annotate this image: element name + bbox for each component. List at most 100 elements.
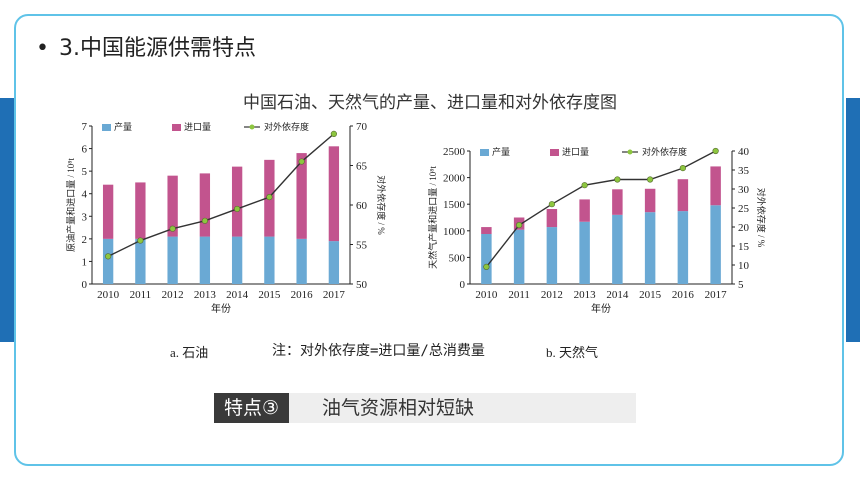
feature-tag: 特点③ [214,393,290,423]
oil-dependency-point [298,158,305,165]
slide-card [14,14,844,466]
gas-y-tick-label: 1500 [443,199,466,211]
gas-dependency-point [581,182,588,189]
gas-bar-production [579,221,590,284]
slide-heading: • 3.中国能源供需特点 [36,30,256,62]
gas-bar-import [612,189,623,215]
gas-bar-import [481,227,492,234]
oil-dependency-point [234,205,241,213]
gas-y2-tick-label: 40 [738,146,750,158]
oil-legend-import: 进口量 [184,122,211,132]
oil-x-tick-label: 2014 [226,289,249,301]
gas-y-tick-label: 1000 [443,226,466,238]
figure-title: 中国石油、天然气的产量、进口量和对外依存度图 [243,93,617,113]
gas-y-tick-label: 500 [449,252,466,264]
oil-x-axis-title: 年份 [211,302,231,315]
gas-x-tick-label: 2012 [541,289,563,301]
oil-y2-tick-label: 65 [356,161,368,173]
oil-x-tick-label: 2010 [97,289,120,301]
gas-y-axis-title: 天然气产量和进口量 / 10⁸t [427,166,438,269]
left-accent-band [0,98,14,342]
oil-dependency-line [107,133,335,257]
gas-y2-axis-title: 对外依存度 / % [756,188,767,248]
oil-bar-import [296,153,307,239]
oil-x-tick-label: 2016 [291,289,314,301]
gas-x-tick-label: 2014 [606,289,629,301]
oil-y-tick-label: 3 [82,211,88,223]
oil-y-tick-label: 5 [82,166,88,178]
gas-dependency-line [485,150,716,268]
oil-y-tick-label: 4 [82,189,88,201]
gas-y-tick-label: 2000 [443,173,466,185]
oil-dependency-point [201,217,208,224]
gas-bar-production [481,233,492,284]
oil-legend-production: 产量 [114,121,132,132]
oil-x-tick-label: 2012 [162,289,184,301]
gas-legend-import: 进口量 [562,147,589,157]
oil-y-axis-title: 原油产量和进口量 / 10⁸t [65,158,76,252]
gas-dependency-point [647,176,654,183]
oil-bar-production [328,241,340,284]
gas-dependency-point [516,221,523,229]
gas-legend-swatch-import [550,149,559,156]
oil-y-tick-label: 0 [82,279,88,291]
gas-bar-production [677,211,689,284]
oil-y-tick-label: 6 [82,144,88,156]
oil-y-tick-label: 7 [82,121,88,133]
oil-dependency-point [330,130,337,138]
oil-x-tick-label: 2015 [258,289,281,301]
gas-dependency-point [679,165,686,172]
gas-x-tick-label: 2010 [475,289,498,301]
gas-y-tick-label: 0 [460,279,466,291]
gas-dependency-point [614,176,621,183]
gas-dependency-point [548,201,555,208]
oil-bar-production [231,236,243,284]
gas-y2-tick-label: 30 [738,184,750,196]
gas-bar-production [644,212,656,284]
gas-legend-production: 产量 [492,146,510,157]
oil-bar-import [199,173,211,237]
oil-chart: 0 1 2 3 4 5 6 7 50 55 60 65 70 2010 2011 2012 2013 2014 20… [65,121,387,315]
oil-y2-tick-label: 55 [356,240,368,252]
feature-text: 油气资源相对短缺 [322,397,475,419]
gas-bar-import [677,179,689,212]
oil-y-tick-label: 2 [82,234,88,246]
oil-bar-import [328,146,340,242]
gas-legend-dependency: 对外依存度 [642,146,687,157]
oil-y2-axis-title: 对外依存度 / % [376,175,387,235]
right-accent-band [846,98,860,342]
oil-y2-tick-label: 60 [356,200,368,212]
oil-dependency-point [105,253,112,260]
oil-legend-dependency: 对外依存度 [264,121,309,132]
gas-bar-import [546,208,558,228]
gas-dependency-point [483,263,490,270]
oil-legend-swatch-production [102,124,111,131]
gas-y2-tick-label: 5 [738,279,744,291]
oil-bar-production [102,238,114,284]
gas-dependency-point [712,147,719,155]
oil-legend-swatch-import [172,124,181,131]
gas-legend-swatch-production [480,149,489,156]
gas-x-tick-label: 2015 [639,289,662,301]
gas-y2-tick-label: 35 [738,165,750,177]
oil-bar-import [167,175,178,237]
oil-bar-production [296,238,307,284]
gas-bar-production [612,214,623,284]
gas-y2-tick-label: 15 [738,241,750,253]
dependency-note: 注：对外依存度=进口量/总消费量 [272,343,485,359]
oil-legend-swatch-marker [249,124,255,130]
oil-dependency-point [169,225,176,232]
oil-y2-tick-label: 70 [356,121,368,133]
caption-gas: b. 天然气 [546,345,599,360]
gas-x-tick-label: 2011 [508,289,530,301]
oil-y-tick-label: 1 [82,256,88,268]
gas-legend-swatch-marker [627,149,633,155]
oil-bar-production [135,238,146,284]
gas-bar-production [546,227,558,284]
gas-chart: 0 500 1000 1500 2000 2500 5 10 15 20 25 30 35 40 2010 2… [427,146,767,315]
gas-bar-import [710,166,721,206]
oil-bar-production [264,236,275,284]
gas-x-axis-title: 年份 [591,302,611,315]
gas-x-tick-label: 2013 [574,289,597,301]
oil-bar-import [135,182,146,239]
